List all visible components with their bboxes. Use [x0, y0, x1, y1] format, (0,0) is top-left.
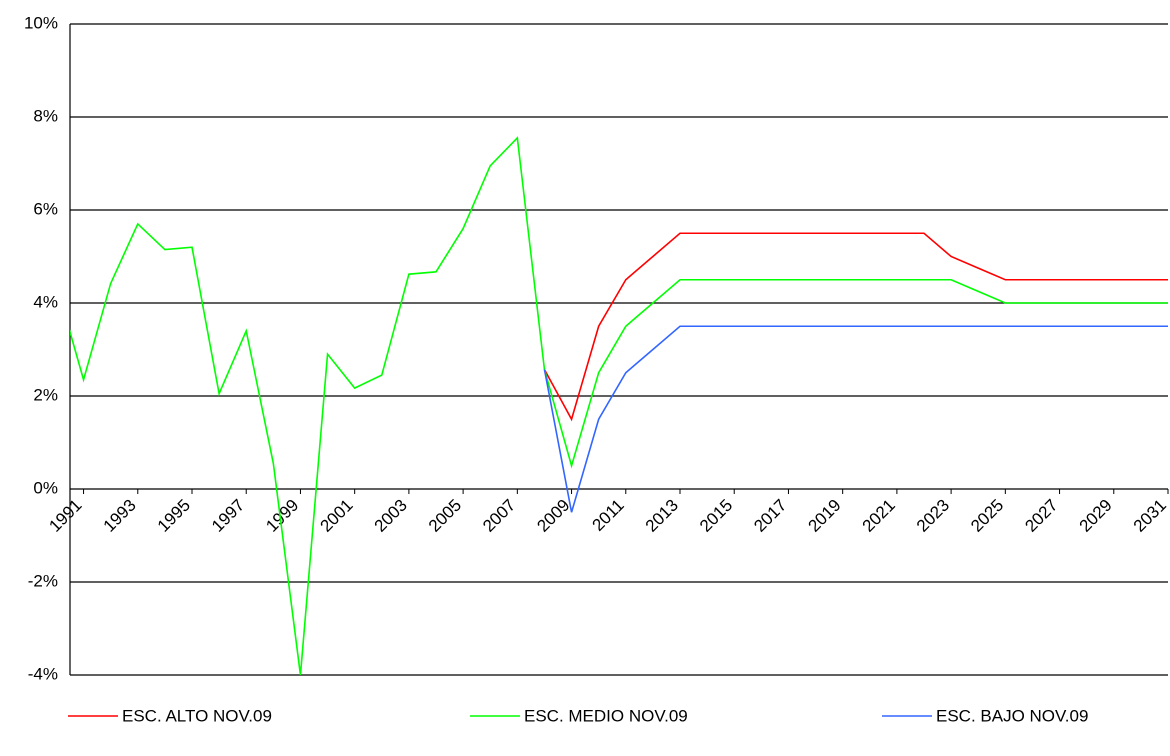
y-tick-label: 0% — [33, 478, 58, 497]
x-tick-label: 2003 — [371, 496, 411, 536]
x-tick-label: 2017 — [750, 496, 790, 536]
plot-lines — [70, 136, 1168, 675]
legend-label: ESC. ALTO NOV.09 — [122, 706, 272, 725]
y-tick-label: 10% — [24, 13, 58, 32]
x-tick-label: 2011 — [588, 496, 627, 535]
series-line — [543, 325, 1168, 513]
series-line — [543, 232, 1168, 422]
x-tick-label: 2029 — [1076, 496, 1116, 536]
x-tick-label: 1991 — [45, 496, 85, 536]
series-line — [70, 136, 1168, 675]
x-tick-label: 1995 — [154, 496, 194, 536]
legend-label: ESC. MEDIO NOV.09 — [524, 706, 688, 725]
x-tick-label: 2013 — [642, 496, 682, 536]
x-tick-label: 2021 — [859, 496, 899, 536]
x-tick-label: 2015 — [696, 496, 736, 536]
y-tick-label: -4% — [28, 664, 58, 683]
x-tick-label: 2027 — [1021, 496, 1061, 536]
x-tick-label: 2005 — [425, 496, 465, 536]
x-tick-label: 2009 — [533, 496, 573, 536]
y-tick-label: 6% — [33, 199, 58, 218]
y-tick-label: 2% — [33, 385, 58, 404]
y-tick-label: 8% — [33, 106, 58, 125]
y-tick-label: 4% — [33, 292, 58, 311]
x-tick-label: 2025 — [967, 496, 1007, 536]
y-tick-label: -2% — [28, 571, 58, 590]
x-tick-label: 1997 — [208, 496, 248, 536]
x-tick-label: 2001 — [316, 496, 356, 536]
x-tick-label: 2019 — [804, 496, 844, 536]
x-tick-label: 2023 — [913, 496, 953, 536]
x-tick-label: 2007 — [479, 496, 519, 536]
x-tick-label: 1993 — [100, 496, 140, 536]
x-tick-label: 2031 — [1130, 496, 1170, 536]
legend-label: ESC. BAJO NOV.09 — [936, 706, 1088, 725]
